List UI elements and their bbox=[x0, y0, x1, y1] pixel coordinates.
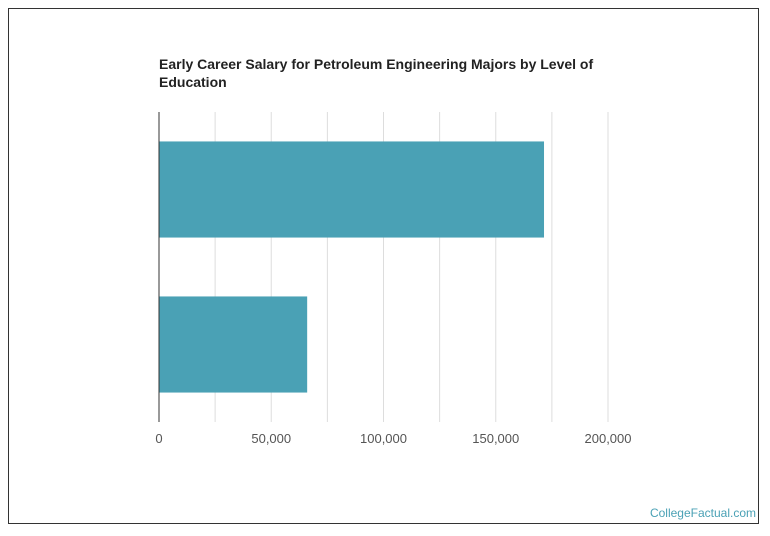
bar-0 bbox=[159, 141, 545, 238]
chart-title: Early Career Salary for Petroleum Engine… bbox=[159, 56, 594, 90]
bars bbox=[159, 141, 545, 393]
x-tick-label: 200,000 bbox=[585, 431, 632, 446]
x-tick-label: 0 bbox=[155, 431, 162, 446]
credit-link[interactable]: CollegeFactual.com bbox=[649, 506, 756, 520]
bar-1 bbox=[159, 296, 308, 393]
x-tick-label: 50,000 bbox=[251, 431, 291, 446]
x-tick-labels: 0 50,000 100,000 150,000 200,000 bbox=[155, 431, 631, 446]
x-tick-label: 100,000 bbox=[360, 431, 407, 446]
x-tick-label: 150,000 bbox=[472, 431, 519, 446]
